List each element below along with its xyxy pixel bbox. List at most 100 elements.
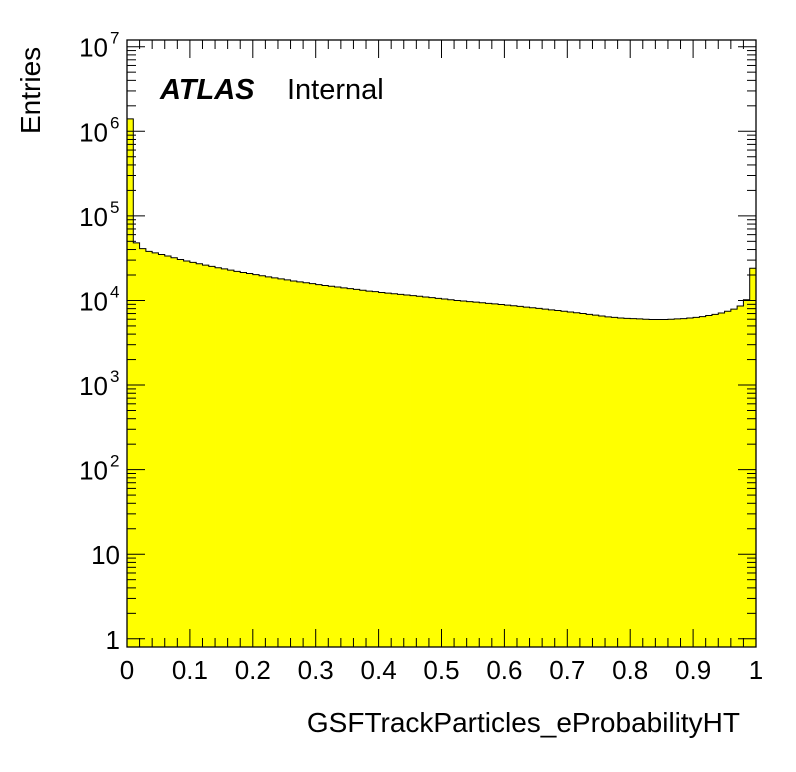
internal-label: Internal — [287, 74, 384, 106]
histogram-bar — [271, 277, 279, 647]
histogram-bar — [498, 304, 505, 647]
histogram-bar — [680, 318, 688, 647]
y-tick-exponent: 7 — [110, 29, 119, 48]
histogram-bar — [730, 309, 738, 647]
y-tick-label: 10 — [79, 286, 108, 316]
histogram-bar — [605, 316, 612, 647]
y-tick-label: 10 — [79, 33, 108, 63]
y-tick-exponent: 3 — [110, 367, 119, 386]
atlas-label: ATLAS — [159, 74, 255, 106]
x-axis-title: GSFTrackParticles_eProbabilityHT — [307, 707, 740, 738]
x-tick-label: 0.3 — [298, 655, 334, 685]
y-tick-exponent: 4 — [110, 282, 119, 301]
histogram-bars — [127, 118, 757, 648]
histogram-bar — [548, 309, 556, 647]
histogram-bar — [384, 293, 392, 647]
x-tick-label: 0.7 — [549, 655, 585, 685]
histogram-bar — [145, 251, 153, 648]
histogram-bar — [391, 293, 398, 647]
histogram-bar — [183, 260, 191, 647]
y-tick-exponent: 5 — [110, 198, 119, 217]
x-tick-label: 0 — [120, 655, 134, 685]
histogram-bar — [366, 291, 373, 647]
histogram-bar — [598, 316, 606, 647]
histogram-bar — [611, 317, 619, 647]
histogram-bar — [561, 311, 568, 647]
histogram-bar — [252, 274, 260, 647]
y-tick-exponent: 2 — [110, 452, 119, 471]
histogram-bar — [284, 279, 291, 647]
histogram-bar — [454, 300, 461, 647]
histogram-bar — [328, 286, 335, 647]
histogram-bar — [661, 319, 669, 647]
histogram-bar — [422, 296, 430, 647]
x-tick-label: 0.4 — [361, 655, 397, 685]
histogram-bar — [435, 298, 442, 647]
histogram-bar — [674, 318, 681, 647]
histogram-bar — [152, 252, 159, 647]
y-axis-title: Entries — [15, 47, 46, 134]
histogram-bar — [246, 273, 254, 647]
histogram-bar — [208, 266, 216, 647]
histogram-bar — [686, 318, 694, 647]
histogram-bar — [510, 305, 518, 647]
histogram-bar — [139, 248, 147, 647]
histogram-bar — [617, 318, 625, 647]
histogram-bar — [265, 276, 273, 647]
histogram-bar — [630, 318, 637, 647]
x-tick-label: 0.8 — [612, 655, 648, 685]
x-tick-label: 0.2 — [235, 655, 271, 685]
histogram-bar — [567, 312, 574, 647]
histogram-bar — [554, 310, 562, 647]
y-tick-exponent: 6 — [110, 113, 119, 132]
histogram-bar — [636, 318, 644, 647]
histogram-bar — [573, 312, 581, 647]
histogram-bar — [227, 270, 235, 647]
histogram-bar — [737, 306, 744, 647]
histogram-bar — [535, 308, 543, 647]
histogram-bar — [623, 318, 631, 647]
histogram-bar — [321, 285, 329, 647]
y-tick-label: 10 — [79, 371, 108, 401]
x-tick-label: 0.6 — [486, 655, 522, 685]
y-tick-label: 10 — [91, 540, 120, 570]
histogram-bar — [353, 289, 361, 647]
histogram-bar — [441, 299, 449, 647]
histogram-bar — [133, 242, 140, 647]
histogram-bar — [485, 303, 493, 647]
histogram-bar — [189, 262, 197, 647]
histogram-bar — [428, 297, 436, 647]
histogram-bar — [542, 309, 549, 647]
histogram-bar — [724, 311, 732, 647]
histogram-bar — [290, 280, 298, 647]
histogram-bar — [196, 263, 203, 647]
histogram-bar — [177, 259, 185, 647]
histogram-bar — [164, 256, 172, 647]
y-tick-label: 10 — [79, 117, 108, 147]
histogram-bar — [711, 314, 719, 647]
y-tick-label: 1 — [106, 625, 120, 655]
histogram-bar — [303, 282, 310, 647]
histogram-bar — [667, 319, 675, 647]
histogram-bar — [749, 268, 757, 647]
histogram-bar — [277, 278, 285, 647]
histogram-bar — [403, 295, 411, 647]
histogram-bar — [315, 284, 323, 647]
histogram-outline — [126, 118, 757, 647]
histogram-bar — [215, 267, 222, 647]
histogram-bar — [743, 299, 751, 647]
histogram-bar — [504, 305, 512, 647]
x-tick-label: 0.5 — [423, 655, 459, 685]
histogram-bar — [718, 313, 725, 647]
x-tick-label: 1 — [749, 655, 763, 685]
histogram-bar — [296, 281, 304, 647]
histogram-bar — [479, 302, 486, 647]
histogram-bar — [171, 257, 178, 647]
histogram-bar — [359, 290, 367, 647]
histogram-bar — [127, 118, 134, 648]
histogram-bar — [642, 319, 650, 647]
histogram-bar — [158, 254, 166, 647]
histogram-bar — [334, 287, 342, 647]
